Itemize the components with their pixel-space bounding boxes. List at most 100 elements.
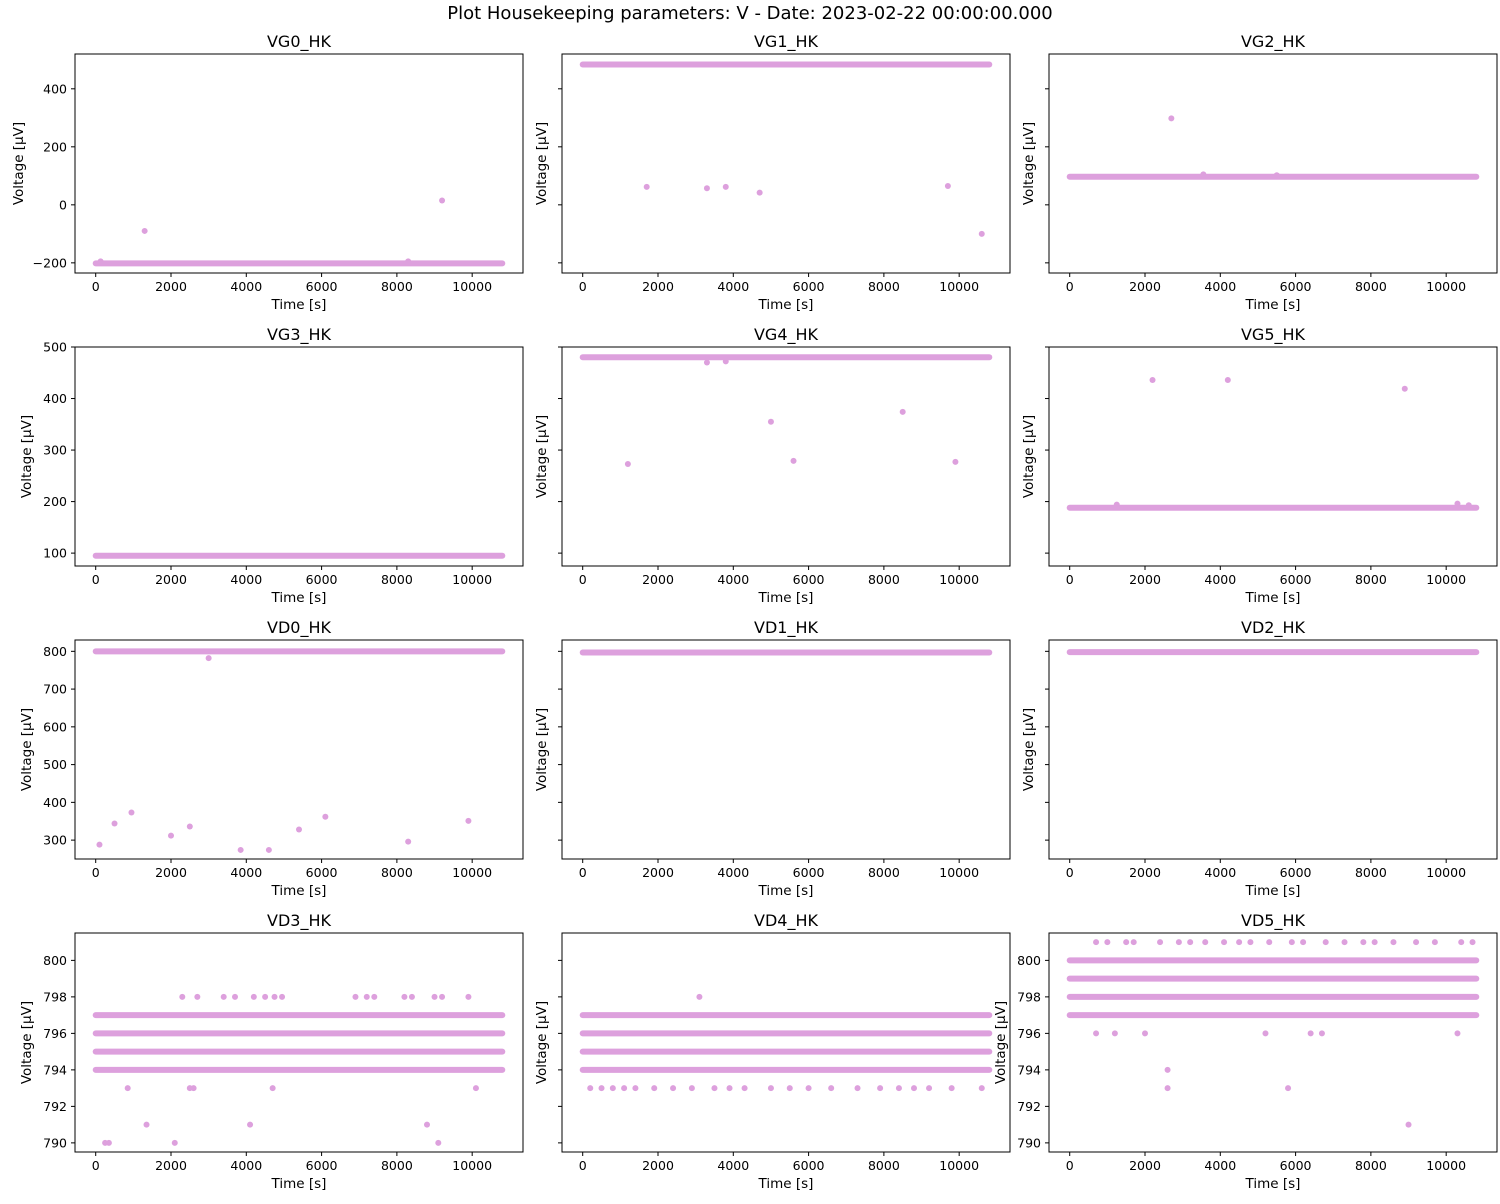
x-tick-label: 4000 bbox=[230, 572, 262, 587]
data-point bbox=[190, 1085, 197, 1092]
x-axis-label: Time [s] bbox=[1245, 1176, 1301, 1192]
y-tick-label: −200 bbox=[33, 255, 67, 270]
x-tick-label: 8000 bbox=[1355, 572, 1387, 587]
data-point bbox=[609, 1085, 616, 1092]
data-point bbox=[632, 1085, 639, 1092]
data-point bbox=[911, 1085, 917, 1092]
data-point bbox=[1390, 939, 1397, 946]
subplot-title: VD2_HK bbox=[1241, 618, 1305, 638]
x-tick-label: 10000 bbox=[452, 572, 492, 587]
subplot-title: VG0_HK bbox=[267, 32, 332, 52]
data-point bbox=[124, 1085, 131, 1092]
x-axis-label: Time [s] bbox=[758, 883, 814, 899]
data-point bbox=[424, 1121, 430, 1128]
x-tick-label: 10000 bbox=[1426, 572, 1466, 587]
plot-frame bbox=[74, 53, 524, 274]
data-point bbox=[948, 1085, 955, 1092]
y-tick-label: 792 bbox=[1017, 1099, 1041, 1114]
x-tick-label: 2000 bbox=[1129, 279, 1161, 294]
data-point bbox=[194, 993, 201, 1000]
x-tick-label: 0 bbox=[579, 1158, 587, 1173]
y-axis-label: Voltage [μV] bbox=[1021, 415, 1037, 498]
y-tick-label: 0 bbox=[59, 197, 67, 212]
subplot-title: VD1_HK bbox=[754, 618, 818, 638]
y-tick-label: 790 bbox=[43, 1135, 67, 1150]
x-tick-label: 4000 bbox=[717, 279, 749, 294]
data-point bbox=[439, 993, 446, 1000]
data-point bbox=[952, 458, 959, 465]
x-tick-label: 0 bbox=[92, 572, 100, 587]
data-point bbox=[651, 1085, 658, 1092]
data-point bbox=[944, 182, 951, 189]
data-point bbox=[465, 817, 472, 824]
subplot-vg3-hk: 0 2000 4000 6000 8000 10000 100 200 300 400 500 VG3… bbox=[19, 325, 524, 606]
data-point bbox=[1221, 939, 1228, 946]
data-point bbox=[1341, 939, 1348, 946]
data-point bbox=[363, 993, 370, 1000]
data-point bbox=[1142, 1030, 1148, 1037]
subplot-title: VD5_HK bbox=[1241, 911, 1305, 931]
x-tick-label: 4000 bbox=[1204, 279, 1236, 294]
x-axis-label: Time [s] bbox=[758, 297, 814, 313]
plot-frame bbox=[74, 639, 524, 860]
x-tick-label: 8000 bbox=[1355, 865, 1387, 880]
subplot-vg0-hk: 0 2000 4000 6000 8000 10000 −200 0 200 400 VG0_HK T… bbox=[11, 32, 524, 313]
subplot-title: VG3_HK bbox=[267, 325, 332, 345]
x-tick-label: 6000 bbox=[793, 865, 825, 880]
data-point bbox=[899, 408, 906, 415]
data-point bbox=[143, 1121, 150, 1128]
data-point bbox=[722, 358, 729, 365]
data-point bbox=[465, 993, 472, 1000]
data-point bbox=[711, 1085, 718, 1092]
data-point bbox=[926, 1085, 933, 1092]
x-axis-label: Time [s] bbox=[271, 297, 327, 313]
x-tick-label: 6000 bbox=[793, 1158, 825, 1173]
data-point bbox=[598, 1085, 605, 1092]
y-tick-label: 200 bbox=[43, 139, 67, 154]
subplot-vg2-hk: 0 2000 4000 6000 8000 10000 VG2_HK Time [s] Volt… bbox=[1021, 32, 1498, 313]
data-point bbox=[670, 1085, 677, 1092]
x-tick-label: 4000 bbox=[230, 1158, 262, 1173]
x-tick-label: 4000 bbox=[717, 572, 749, 587]
data-point bbox=[741, 1085, 748, 1092]
data-point bbox=[1104, 939, 1111, 946]
y-axis-label: Voltage [μV] bbox=[1021, 122, 1037, 205]
data-point bbox=[828, 1085, 835, 1092]
data-point bbox=[895, 1085, 902, 1092]
y-tick-label: 800 bbox=[1017, 953, 1041, 968]
y-axis-label: Voltage [μV] bbox=[534, 708, 550, 791]
data-point bbox=[1454, 1030, 1461, 1037]
figure-title: Plot Housekeeping parameters: V - Date: … bbox=[447, 3, 1052, 24]
data-point bbox=[265, 846, 272, 853]
subplot-title: VD0_HK bbox=[267, 618, 331, 638]
data-point bbox=[786, 1085, 793, 1092]
data-point bbox=[408, 993, 415, 1000]
y-axis-label: Voltage [μV] bbox=[993, 1001, 1009, 1084]
data-point bbox=[643, 183, 650, 190]
x-tick-label: 0 bbox=[579, 865, 587, 880]
y-tick-label: 700 bbox=[43, 682, 67, 697]
x-tick-label: 0 bbox=[1066, 279, 1074, 294]
y-tick-label: 794 bbox=[43, 1062, 67, 1077]
y-tick-label: 792 bbox=[43, 1099, 67, 1114]
x-tick-label: 8000 bbox=[868, 865, 900, 880]
subplot-vg1-hk: 0 2000 4000 6000 8000 10000 VG1_HK Time [s] Volt… bbox=[534, 32, 1011, 313]
data-point bbox=[726, 1085, 733, 1092]
y-tick-label: 798 bbox=[1017, 989, 1041, 1004]
x-tick-label: 2000 bbox=[1129, 865, 1161, 880]
plot-frame bbox=[1048, 932, 1498, 1153]
data-point bbox=[978, 230, 985, 237]
data-point bbox=[97, 258, 104, 265]
plot-frame bbox=[1048, 639, 1498, 860]
data-point bbox=[322, 813, 329, 820]
x-tick-label: 10000 bbox=[1426, 1158, 1466, 1173]
data-point bbox=[179, 993, 186, 1000]
x-tick-label: 8000 bbox=[381, 865, 413, 880]
plot-frame bbox=[561, 932, 1011, 1153]
x-tick-label: 4000 bbox=[717, 1158, 749, 1173]
x-tick-label: 2000 bbox=[155, 1158, 187, 1173]
data-point bbox=[1413, 939, 1420, 946]
x-axis-label: Time [s] bbox=[1245, 883, 1301, 899]
data-point bbox=[1371, 939, 1378, 946]
